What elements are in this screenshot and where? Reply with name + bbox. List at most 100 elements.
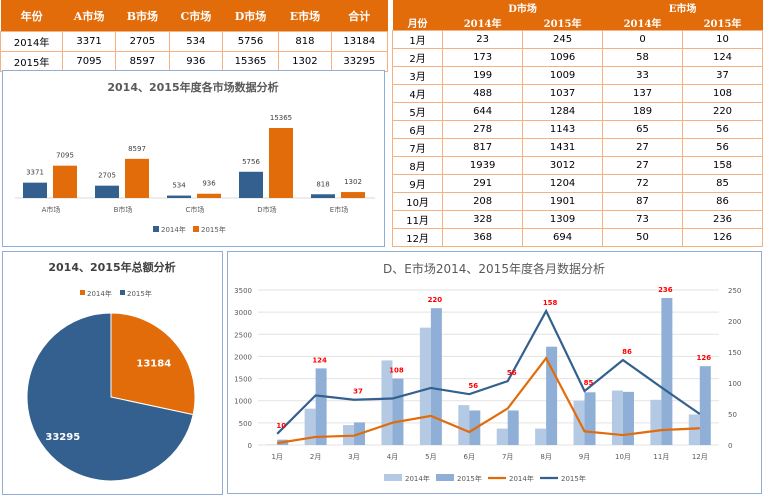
- x-tick-label: 3月: [348, 453, 359, 461]
- bar: [269, 128, 293, 198]
- total-pie-chart: 2014、2015年总额分析 2014年 2015年 13184 33295: [2, 251, 223, 495]
- table-cell: 85: [682, 174, 763, 193]
- table-cell: 33295: [330, 51, 389, 72]
- table-cell: 3012: [522, 156, 604, 175]
- legend-label: 2014年: [405, 474, 430, 483]
- table-cell: 10: [682, 30, 763, 49]
- data-label: 8597: [128, 145, 146, 153]
- slice-label: 33295: [45, 432, 80, 443]
- bar: [650, 399, 662, 445]
- data-label: 56: [468, 382, 478, 390]
- data-label: 5756: [242, 158, 260, 166]
- right-axis-tick: 0: [728, 442, 732, 450]
- bar: [611, 390, 623, 445]
- x-tick-label: C市场: [186, 205, 205, 214]
- table-cell: 6月: [391, 120, 444, 139]
- column-header: 2014年: [602, 15, 683, 31]
- left-axis-tick: 1000: [234, 398, 252, 406]
- table-cell: 1939: [442, 156, 524, 175]
- bar: [53, 165, 77, 198]
- table-cell: 1309: [522, 210, 604, 229]
- column-header: 年份: [0, 0, 63, 32]
- right-axis-tick: 150: [728, 349, 741, 357]
- legend-label: 2014年: [87, 289, 112, 298]
- bar: [23, 182, 47, 198]
- x-tick-label: 9月: [579, 453, 590, 461]
- left-axis-tick: 500: [239, 420, 252, 428]
- table-cell: 11月: [391, 210, 444, 229]
- bar: [197, 193, 221, 198]
- bar: [125, 158, 149, 198]
- table-row: 6月 278 1143 65 56: [391, 120, 763, 139]
- x-tick-label: 6月: [464, 453, 475, 461]
- table-cell: 278: [442, 120, 524, 139]
- left-axis-tick: 3500: [234, 287, 252, 295]
- table-cell: 3月: [391, 66, 444, 85]
- table-cell: 9月: [391, 174, 444, 193]
- column-header: 2015年: [682, 15, 763, 31]
- column-header: A市场: [62, 0, 116, 32]
- pie-slice: [110, 312, 196, 416]
- table-cell: 27: [602, 156, 683, 175]
- bar: [315, 368, 327, 445]
- table-cell: 13184: [330, 31, 389, 52]
- legend-swatch: [384, 474, 402, 481]
- monthly-table: D市场 E市场 月份 2014年 2015年 2014年 2015年 1月 23 245 0 10 2月…: [391, 0, 763, 247]
- pie-slice: [26, 312, 194, 482]
- bar: [661, 297, 673, 445]
- table-cell: 37: [682, 66, 763, 85]
- x-tick-label: 10月: [615, 453, 631, 461]
- data-label: 158: [543, 299, 558, 307]
- line-series: [276, 308, 701, 435]
- data-label: 126: [696, 354, 711, 362]
- data-label: 124: [312, 356, 327, 364]
- bar: [239, 171, 263, 198]
- x-tick-label: D市场: [257, 205, 276, 214]
- x-tick-label: A市场: [42, 205, 61, 214]
- left-axis-tick: 2500: [234, 331, 252, 339]
- table-cell: 1302: [278, 51, 332, 72]
- table-cell: 189: [602, 102, 683, 121]
- data-label: 7095: [56, 152, 74, 160]
- table-cell: 12月: [391, 228, 444, 247]
- data-label: 37: [353, 388, 363, 396]
- table-cell: 694: [522, 228, 604, 247]
- table-row: 2014年 3371 2705 534 5756 818 13184: [0, 31, 389, 52]
- table-cell: 220: [682, 102, 763, 121]
- x-tick-label: 7月: [502, 453, 513, 461]
- left-axis-tick: 0: [248, 442, 252, 450]
- right-axis-tick: 250: [728, 287, 741, 295]
- table-cell: 328: [442, 210, 524, 229]
- table-cell: 208: [442, 192, 524, 211]
- table-cell: 3371: [62, 31, 116, 52]
- table-row: 2月 173 1096 58 124: [391, 48, 763, 67]
- left-axis-tick: 3000: [234, 309, 252, 317]
- group-header: D市场: [442, 0, 603, 15]
- bar: [392, 378, 404, 445]
- data-label: 108: [389, 367, 404, 375]
- table-cell: 4月: [391, 84, 444, 103]
- table-cell: 1431: [522, 138, 604, 157]
- table-row: 2015年 7095 8597 936 15365 1302 33295: [0, 51, 389, 72]
- column-header: 2014年: [442, 15, 523, 31]
- x-tick-label: 1月: [271, 453, 282, 461]
- table-cell: 1901: [522, 192, 604, 211]
- table-cell: 245: [522, 30, 604, 49]
- table-cell: 7月: [391, 138, 444, 157]
- table-cell: 173: [442, 48, 524, 67]
- table-cell: 236: [682, 210, 763, 229]
- table-row: 3月 199 1009 33 37: [391, 66, 763, 85]
- table-row: 9月 291 1204 72 85: [391, 174, 763, 193]
- table-cell: 10月: [391, 192, 444, 211]
- table-cell: 644: [442, 102, 524, 121]
- bar: [507, 410, 519, 445]
- bar: [167, 195, 191, 198]
- table-cell: 108: [682, 84, 763, 103]
- table-cell: 158: [682, 156, 763, 175]
- table-cell: 1284: [522, 102, 604, 121]
- legend-label: 2015年: [127, 289, 152, 298]
- right-axis-tick: 100: [728, 380, 741, 388]
- legend-swatch: [436, 474, 454, 481]
- legend-label: 2015年: [561, 474, 586, 483]
- data-label: 936: [202, 180, 216, 188]
